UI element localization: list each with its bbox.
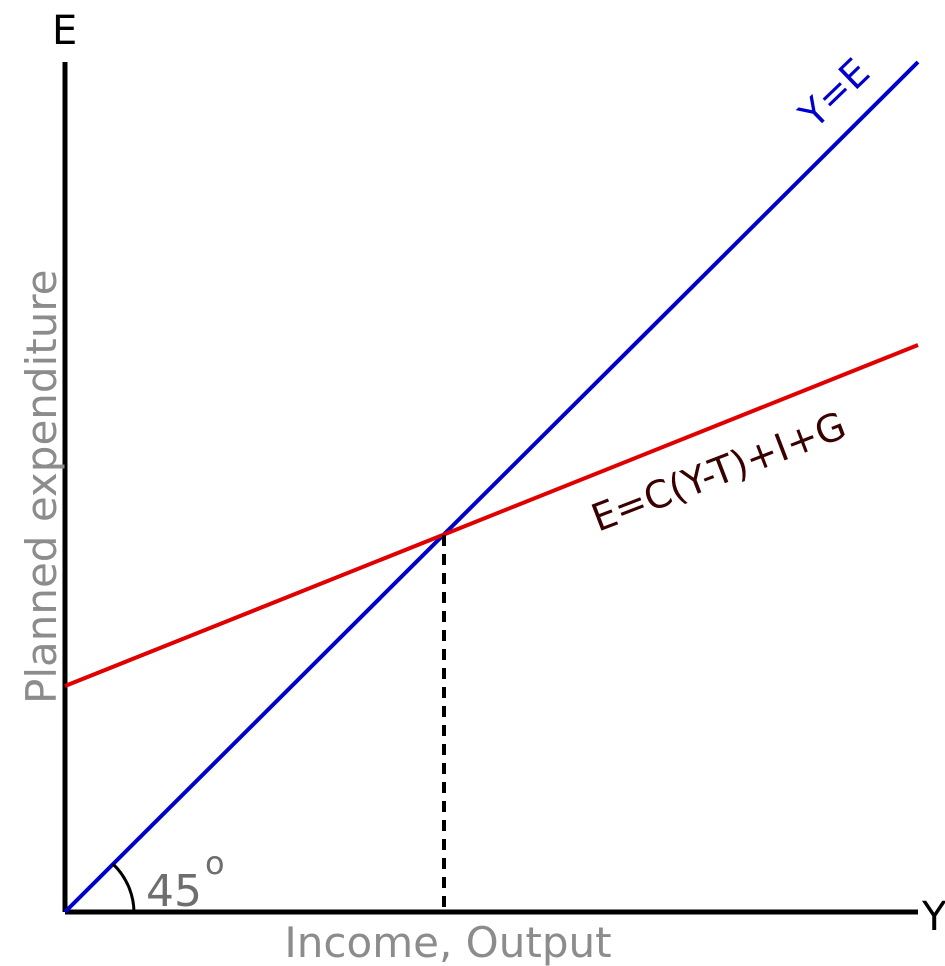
angle-degree-sup: o [205, 844, 225, 882]
angle-arc [111, 862, 136, 913]
x-axis-title: Income, Output [284, 918, 611, 966]
y-axis-title: Planned expenditure [17, 270, 66, 705]
line-45-degree [63, 60, 920, 914]
x-axis-letter: Y [921, 894, 945, 940]
angle-label: 45 [146, 866, 202, 917]
line-45-label: Y=E [790, 50, 878, 137]
expenditure-line [64, 343, 919, 688]
y-axis-letter: E [52, 8, 77, 54]
